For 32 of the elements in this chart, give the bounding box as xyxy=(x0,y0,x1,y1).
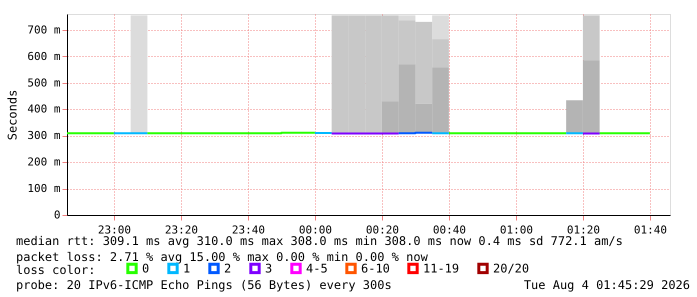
legend-label: 2 xyxy=(224,261,232,276)
legend-label: 3 xyxy=(265,261,272,276)
y-tick-label: 300 m xyxy=(27,129,61,142)
legend-label: 1 xyxy=(183,261,190,276)
x-tick-label: 23:00 xyxy=(98,224,131,236)
y-tick-label: 500 m xyxy=(27,76,61,90)
text: Tue Aug 4 01:45:29 2026 xyxy=(524,278,690,292)
y-tick-label: 400 m xyxy=(27,102,61,116)
x-tick-label: 01:20 xyxy=(566,224,600,236)
x-tick-label: 00:40 xyxy=(432,224,466,236)
x-tick-label: 00:00 xyxy=(298,224,332,236)
y-tick-label: 600 m xyxy=(27,50,61,63)
text: probe: 20 IPv6-ICMP Echo Pings (56 Bytes) every 300s xyxy=(16,278,392,292)
legend-title: loss color: xyxy=(16,263,96,277)
legend-label: 20/20 xyxy=(493,261,530,276)
text: median rtt: 309.1 ms avg 310.0 ms max 308.0 ms min 308.0 ms now 0.4 ms sd 772.1 am/s xyxy=(16,234,623,248)
bar xyxy=(582,15,600,60)
y-tick-label: 700 m xyxy=(27,23,61,36)
x-tick-label: 23:20 xyxy=(164,224,198,236)
legend-label: 6-10 xyxy=(361,261,390,276)
y-tick-label: 0 xyxy=(54,208,60,222)
y-axis-title: Seconds xyxy=(5,90,20,140)
text: packet loss: 2.71 % avg 15.00 % max 0.00 % min 0.00 % now xyxy=(16,250,429,264)
legend-label: 4-5 xyxy=(306,261,328,276)
x-tick-label: 23:40 xyxy=(232,224,265,236)
x-tick-label: 01:00 xyxy=(500,224,533,236)
legend-label: 0 xyxy=(142,261,150,276)
legend-label: 11-19 xyxy=(423,261,460,276)
y-tick-label: 100 m xyxy=(27,182,61,196)
y-tick-label: 200 m xyxy=(27,156,61,169)
x-tick-label: 00:20 xyxy=(366,224,399,236)
x-tick-label: 01:40 xyxy=(634,224,667,236)
